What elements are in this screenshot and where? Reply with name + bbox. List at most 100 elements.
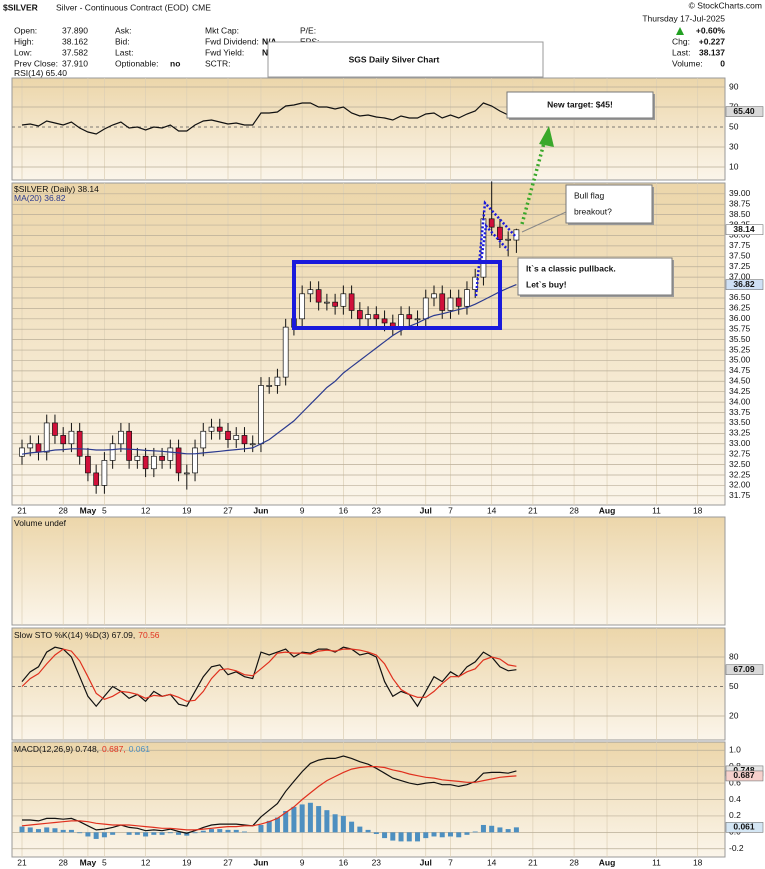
y-tick-label: 33.75 [729,407,751,417]
x-tick-label: 5 [102,505,107,515]
legend: MACD(12,26,9) 0.748, 0.687, 0.061 [14,744,150,754]
x-tick-label: 19 [182,857,192,867]
x-tick-label: May [80,505,97,515]
candle-body [488,218,495,228]
callout-line [521,211,567,233]
y-tick-label: 37.50 [729,251,751,261]
candle-body [52,422,58,436]
candle-body [27,443,34,449]
x-tick-label: 16 [339,505,349,515]
x-tick-label: 11 [652,857,661,867]
field-label: Last: [672,47,690,57]
candle-body [431,293,437,299]
x-tick-label: Jul [420,857,432,867]
legend-entry: MACD(12,26,9) 0.748, [14,744,99,754]
annotation-text: New target: $45! [547,99,613,109]
histogram-bar [447,832,453,837]
symbol: $SILVER [3,2,38,12]
candle-body [109,443,116,461]
histogram-bar [324,810,330,833]
annotation-text: Bull flag [574,190,605,200]
candle-body [266,385,273,387]
candle-body [142,455,149,470]
histogram-bar [35,829,41,833]
y-tick-label: 10 [729,161,739,171]
candle-body [183,472,190,475]
legend: Volume undef [14,518,67,528]
y-tick-label: 34.75 [729,365,751,375]
field-value: 37.910 [62,58,88,68]
y-tick-label: 20 [729,710,739,720]
histogram-bar [19,826,25,833]
y-tick-label: 0.6 [729,777,741,787]
histogram-bar [176,832,182,835]
y-tick-label: 0.4 [729,794,741,804]
histogram-bar [159,832,165,835]
candle-body [497,226,503,241]
y-tick-label: 50 [729,121,739,131]
y-tick-label: 37.25 [729,261,751,271]
series-line [22,755,517,834]
y-tick-label: 34.00 [729,396,751,406]
histogram-bar [44,827,50,833]
histogram-bar [85,832,91,837]
y-tick-label: 37.00 [729,271,751,281]
candle-body [43,422,50,453]
candle-body [439,293,446,311]
candle-body [307,289,314,295]
candle-body [464,289,470,307]
candle-body [324,301,330,304]
flag-outline [479,223,509,263]
histogram-bar [299,804,305,833]
y-tick-label: 32.00 [729,480,751,490]
x-tick-label: Jun [253,505,268,515]
y-tick-label: 38.50 [729,209,751,219]
x-tick-label: 12 [141,505,151,515]
x-tick-label: 28 [58,857,68,867]
panel-background [11,516,726,626]
histogram-bar [68,829,74,833]
candle-body [340,293,347,307]
flag-outline [474,200,517,297]
y-tick-label: 33.50 [729,417,751,427]
candle-body [76,430,83,457]
x-tick-label: 28 [569,857,579,867]
x-tick-label: 7 [448,857,453,867]
candle-body [233,435,240,440]
panel-background [11,182,726,506]
field-value: 37.890 [62,25,88,35]
y-tick-label: 1.0 [729,744,741,754]
annotation-text: Let`s buy! [526,279,567,289]
candle-body [299,293,306,320]
x-tick-label: 28 [58,505,68,515]
x-tick-label: 14 [487,505,497,515]
histogram-bar [134,832,140,835]
histogram-bar [258,824,264,833]
candle-body [159,455,165,461]
candle-body [192,447,198,474]
histogram-bar [431,832,437,837]
candle-body [332,301,338,307]
field-label: Volume: [672,58,703,68]
legend: Slow STO %K(14) %D(3) 67.09, 70.56 [14,630,160,640]
histogram-bar [77,832,83,834]
title-box [267,41,544,78]
x-tick-label: 7 [448,505,453,515]
histogram-bar [27,827,33,833]
histogram-bar [126,832,132,835]
histogram-bar [382,832,388,839]
series-line [21,102,517,135]
field-label: Prev Close: [14,58,58,68]
legend-entry: Volume undef [14,518,67,528]
candle-body [348,293,355,311]
histogram-bar [101,832,107,838]
last-value-label: 0.748 [733,765,755,775]
x-tick-label: 12 [141,857,151,867]
field-label: Last: [115,47,133,57]
histogram-bar [357,826,363,833]
x-tick-label: 27 [223,505,233,515]
histogram-bar [415,832,421,842]
field-label: SCTR: [205,58,231,68]
candle-body [274,376,281,386]
histogram-bar [316,806,322,833]
